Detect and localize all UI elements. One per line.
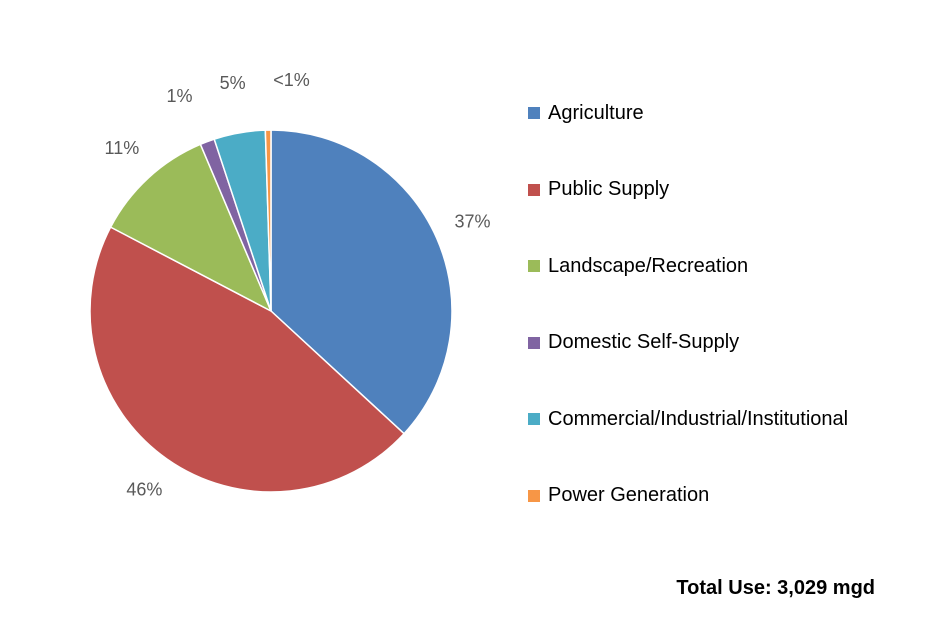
data-label-agriculture: 37% xyxy=(454,211,490,231)
legend-label: Domestic Self-Supply xyxy=(548,331,740,353)
legend-label: Power Generation xyxy=(548,484,710,506)
data-label-domestic-self-supply: 1% xyxy=(167,86,193,106)
legend-swatch xyxy=(528,183,540,196)
legend-swatch xyxy=(528,107,540,119)
legend-swatch xyxy=(528,336,540,349)
legend-label: Agriculture xyxy=(548,101,644,124)
legend-swatch xyxy=(528,260,540,272)
total-use-label: Total Use: 3,029 mgd xyxy=(676,577,875,599)
legend-swatch xyxy=(528,413,540,425)
legend-label: Commercial/Industrial/Institutional xyxy=(548,407,849,430)
legend-item: Agriculture xyxy=(528,98,848,128)
data-label-public-supply: 46% xyxy=(126,480,162,500)
legend-label: Landscape/Recreation xyxy=(548,254,749,277)
data-label-landscape-recreation: 11% xyxy=(105,138,140,158)
pie-slice-power-generation xyxy=(264,129,272,312)
legend-item: Domestic Self-Supply xyxy=(528,328,848,358)
legend: Agriculture Public Supply Landscape/Recrea… xyxy=(528,98,848,557)
legend-label: Public Supply xyxy=(548,178,670,200)
data-label-power-generation: <1% xyxy=(273,70,310,90)
legend-item: Commercial/Industrial/Institutional xyxy=(528,404,848,434)
pie-slice-agriculture xyxy=(270,129,453,435)
legend-item: Landscape/Recreation xyxy=(528,251,848,281)
legend-swatch xyxy=(528,489,540,502)
legend-item: Public Supply xyxy=(528,175,848,205)
pie-slice-landscape-recreation xyxy=(109,143,273,313)
pie-slice-public-supply xyxy=(89,226,406,493)
data-label-commercial-industrial-institutional: 5% xyxy=(220,73,246,93)
legend-item: Power Generation xyxy=(528,481,848,511)
